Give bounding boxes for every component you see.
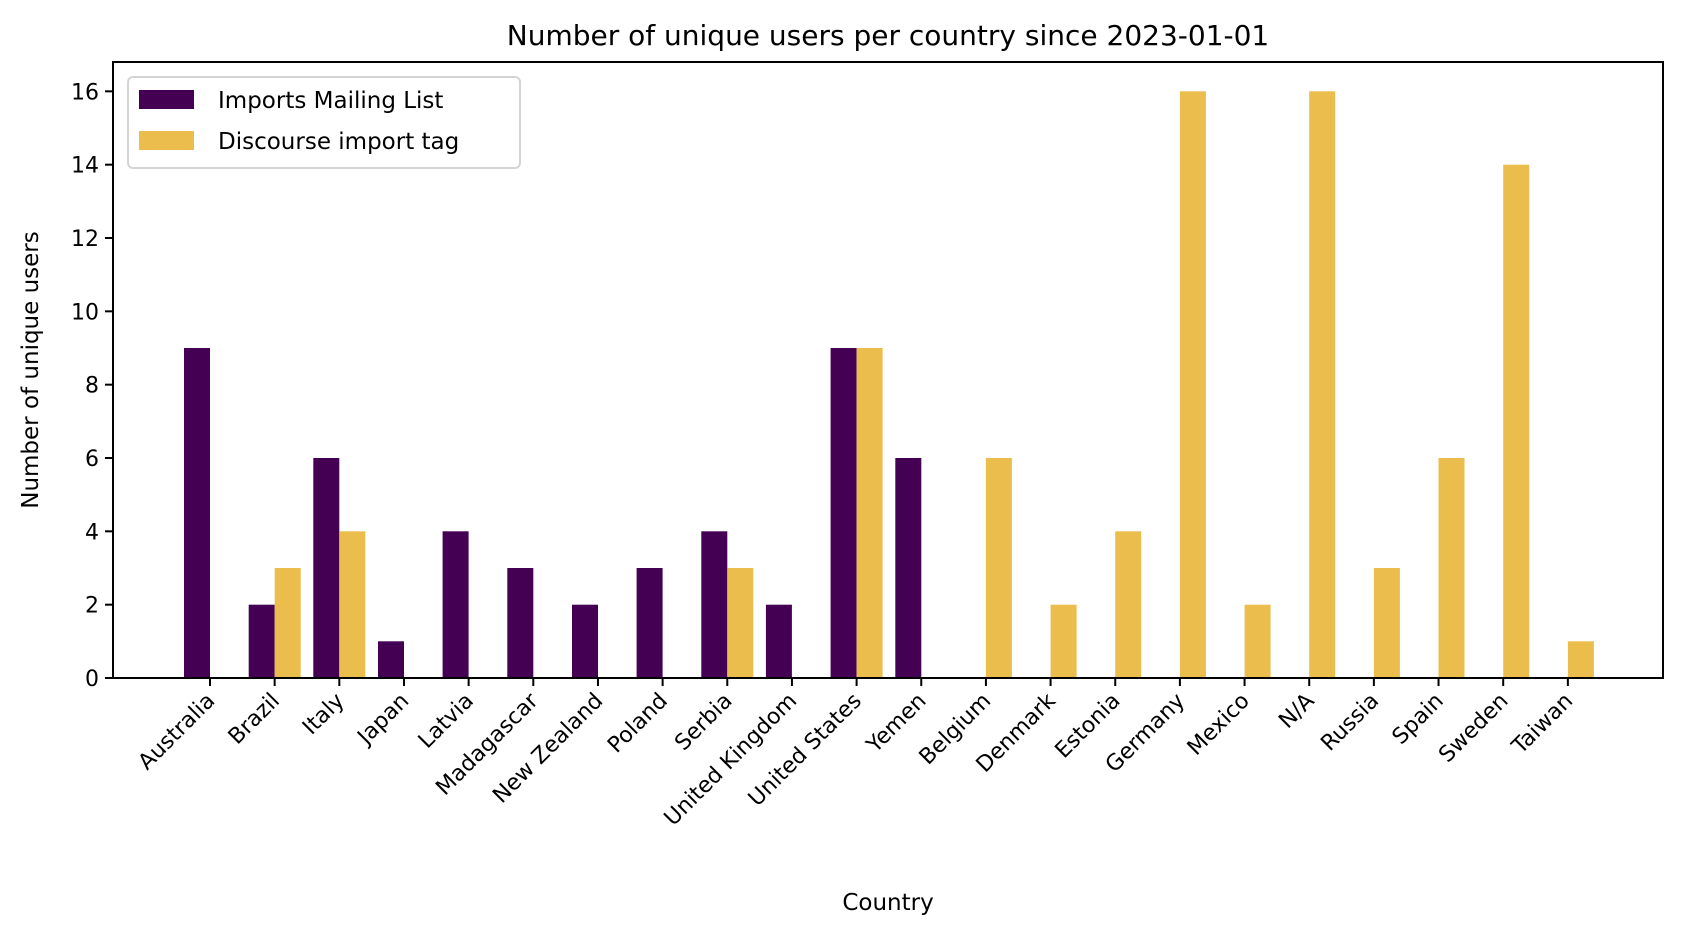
y-tick-label: 14 — [71, 154, 99, 179]
bar-imports-mailing-list-australia — [184, 348, 210, 678]
bars-group — [184, 91, 1594, 679]
bar-imports-mailing-list-serbia — [701, 531, 728, 678]
bar-discourse-import-tag-mexico — [1244, 604, 1271, 678]
chart-title: Number of unique users per country since… — [507, 19, 1270, 52]
bar-discourse-import-tag-italy — [339, 531, 366, 678]
y-tick-label: 12 — [71, 227, 99, 252]
bar-imports-mailing-list-yemen — [895, 458, 922, 678]
x-axis-title: Country — [842, 890, 933, 916]
bar-imports-mailing-list-united-states — [830, 348, 857, 678]
y-tick-label: 0 — [85, 667, 99, 692]
y-tick-label: 4 — [85, 520, 99, 545]
bar-discourse-import-tag-estonia — [1115, 531, 1142, 678]
bar-imports-mailing-list-latvia — [442, 531, 469, 678]
bar-discourse-import-tag-denmark — [1050, 604, 1077, 678]
bar-discourse-import-tag-sweden — [1503, 164, 1530, 678]
bar-discourse-import-tag-brazil — [274, 568, 301, 678]
y-tick-label: 16 — [71, 80, 99, 105]
y-tick-label: 2 — [85, 594, 99, 619]
bar-discourse-import-tag-united-states — [856, 348, 883, 678]
legend-label-discourse-import-tag: Discourse import tag — [218, 129, 459, 155]
bar-discourse-import-tag-n-a — [1309, 91, 1336, 679]
bar-discourse-import-tag-russia — [1373, 568, 1400, 678]
legend: Imports Mailing List Discourse import ta… — [127, 76, 521, 169]
legend-label-imports-mailing-list: Imports Mailing List — [218, 88, 443, 114]
bar-discourse-import-tag-germany — [1179, 91, 1206, 679]
bar-imports-mailing-list-poland — [636, 568, 663, 678]
y-axis-title: Number of unique users — [18, 231, 44, 509]
bar-imports-mailing-list-new-zealand — [572, 604, 598, 678]
bar-imports-mailing-list-brazil — [248, 604, 275, 678]
legend-swatch-discourse-import-tag — [139, 131, 194, 150]
bar-discourse-import-tag-serbia — [727, 568, 754, 678]
y-tick-label: 10 — [71, 300, 99, 325]
y-axis-ticks: 0 2 4 6 8 10 12 14 16 — [71, 80, 113, 692]
bar-imports-mailing-list-italy — [313, 458, 340, 678]
legend-swatch-imports-mailing-list — [139, 90, 194, 109]
plot-frame — [112, 61, 1664, 679]
bar-discourse-import-tag-taiwan — [1567, 641, 1594, 678]
bar-discourse-import-tag-spain — [1438, 458, 1465, 678]
y-tick-label: 8 — [85, 374, 99, 399]
bar-imports-mailing-list-united-kingdom — [765, 604, 792, 678]
y-tick-label: 6 — [85, 447, 99, 472]
bar-discourse-import-tag-belgium — [985, 458, 1012, 678]
bar-imports-mailing-list-japan — [378, 641, 404, 678]
legend-frame — [127, 76, 521, 169]
bar-imports-mailing-list-madagascar — [507, 568, 534, 678]
